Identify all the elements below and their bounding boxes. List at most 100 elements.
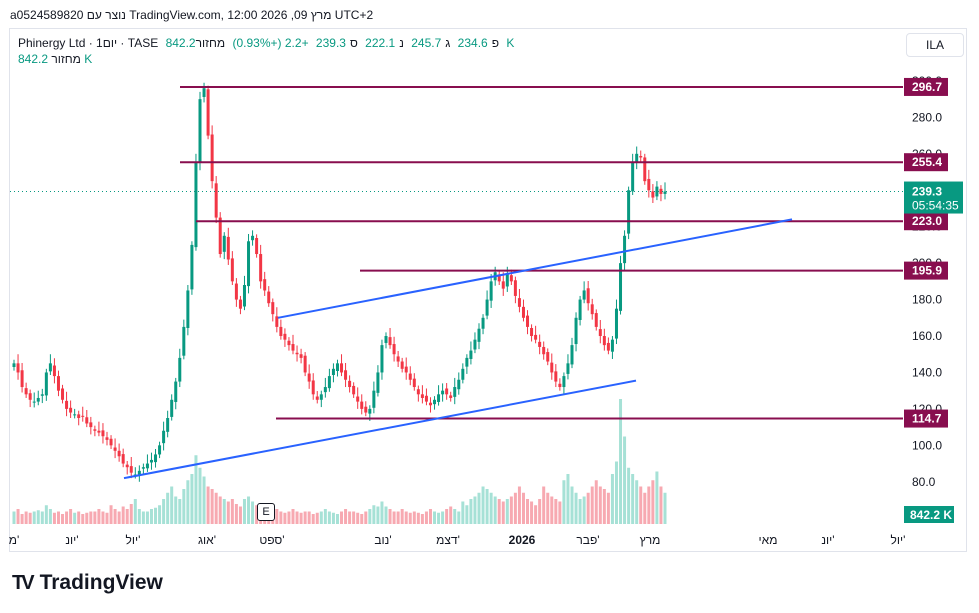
y-tick-label: 160.0 — [912, 329, 942, 343]
candle-body — [352, 385, 356, 395]
x-tick-label: יונ' — [65, 533, 78, 547]
volume-bar — [16, 509, 20, 524]
candle-body — [647, 178, 651, 191]
volume-bar — [582, 496, 586, 524]
candle-body — [505, 274, 509, 287]
candle-body — [263, 279, 267, 291]
candle-body — [396, 356, 400, 362]
volume-bar — [89, 511, 93, 524]
candle-body — [356, 396, 360, 402]
candle-body — [52, 365, 56, 377]
volume-bar — [550, 496, 554, 524]
volume-last-label: 842.2 K — [910, 508, 952, 522]
volume-bar — [473, 496, 477, 524]
candle-body — [230, 258, 234, 282]
price-level-label: 195.9 — [912, 264, 942, 278]
last-price-label: 239.3 — [912, 185, 942, 199]
volume-bar — [428, 509, 432, 524]
volume-bar — [77, 511, 81, 524]
volume-bar — [623, 436, 627, 524]
chart-frame — [9, 28, 967, 552]
candle-body — [331, 368, 335, 376]
volume-bar — [61, 514, 65, 524]
candle-body — [89, 422, 93, 428]
candle-body — [360, 401, 364, 409]
volume-bar — [364, 511, 368, 524]
volume-bar — [226, 501, 230, 524]
x-tick-label: דצמ' — [436, 533, 460, 547]
candle-body — [428, 402, 432, 406]
candle-body — [283, 333, 287, 340]
candle-body — [424, 395, 428, 402]
volume-bar — [218, 496, 222, 524]
volume-bar — [242, 499, 246, 524]
last-price-badge — [904, 181, 963, 214]
volume-bar — [651, 480, 655, 524]
candle-body — [380, 345, 384, 373]
earnings-marker[interactable]: E — [257, 503, 275, 521]
candle-body — [20, 370, 24, 388]
volume-bar — [542, 486, 546, 524]
price-level-label: 223.0 — [912, 214, 942, 228]
candle-body — [327, 376, 331, 389]
candle-body — [566, 363, 570, 374]
volume-bar — [170, 486, 174, 524]
candle-body — [392, 344, 396, 355]
volume-bar — [380, 501, 384, 524]
volume-bar — [238, 506, 242, 524]
candle-body — [303, 355, 307, 373]
volume-bar — [384, 506, 388, 524]
volume-bar — [105, 512, 109, 524]
candle-body — [259, 254, 263, 282]
candle-body — [542, 346, 546, 355]
volume-bar — [606, 492, 610, 524]
candle-body — [234, 283, 238, 300]
volume-bar — [335, 514, 339, 524]
volume-bar — [198, 467, 202, 524]
candle-body — [255, 237, 259, 255]
volume-bar — [154, 507, 158, 524]
volume-bar — [437, 512, 441, 524]
candle-body — [174, 381, 178, 402]
symbol-name[interactable]: Phinergy Ltd · 1יום · TASE — [18, 36, 159, 50]
open-label: פ — [491, 36, 500, 50]
volume-bar — [610, 474, 614, 524]
candle-body — [242, 285, 246, 307]
volume-bar — [526, 499, 530, 524]
volume-bar — [348, 511, 352, 524]
volume-bar — [40, 511, 44, 524]
volume-bar — [639, 486, 643, 524]
volume-bar — [206, 486, 210, 524]
volume-bar — [85, 512, 89, 524]
candle-body — [154, 454, 158, 463]
candle-body — [56, 376, 60, 391]
currency-selector[interactable]: ILA — [906, 33, 964, 57]
candle-body — [186, 290, 190, 328]
candle-body — [319, 394, 323, 400]
volume-bar — [291, 509, 295, 524]
volume-bar — [186, 480, 190, 524]
candle-body — [465, 357, 469, 367]
volume-label: מחזור — [195, 36, 226, 50]
volume-bar — [509, 496, 513, 524]
low-value: 222.1 — [365, 36, 396, 50]
volume-bar — [424, 511, 428, 524]
y-tick-label: 180.0 — [912, 293, 942, 307]
volume-bar — [279, 511, 283, 524]
price-level-badge — [904, 212, 948, 231]
volume-bar — [178, 499, 182, 524]
volume-bar — [505, 499, 509, 524]
candle-body — [538, 341, 542, 347]
volume-bar — [32, 511, 36, 524]
volume-bar — [141, 511, 145, 524]
candle-body — [109, 438, 113, 446]
candle-body — [457, 379, 461, 390]
candle-body — [606, 342, 610, 351]
candle-body — [384, 336, 388, 343]
volume-bar — [81, 514, 85, 524]
volume-bar — [521, 492, 525, 524]
candle-body — [32, 401, 36, 403]
volume-bar — [158, 505, 162, 524]
candle-body — [412, 378, 416, 388]
